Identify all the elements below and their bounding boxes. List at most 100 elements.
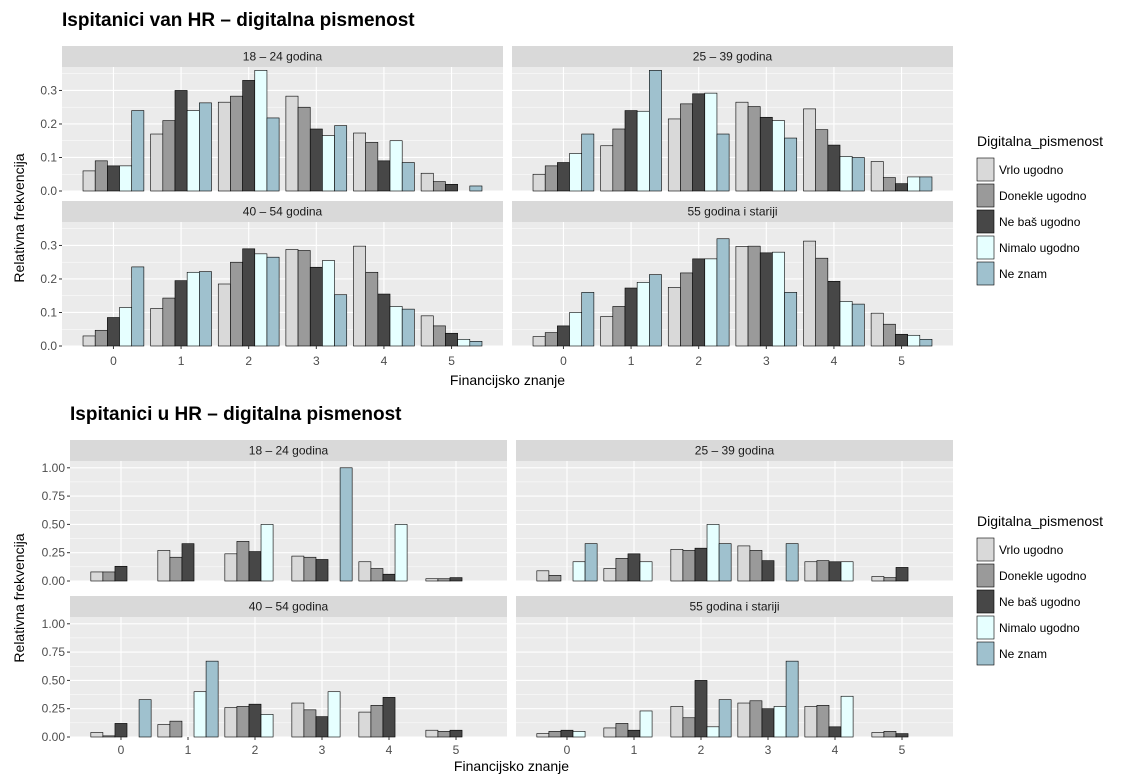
facet-label: 55 godina i stariji: [689, 600, 779, 614]
legend-swatch: [976, 261, 995, 286]
bar: [445, 332, 458, 347]
y-tick-label: 0.25: [42, 702, 66, 716]
bar: [670, 549, 684, 582]
panel-background: [516, 617, 953, 737]
bar: [224, 553, 238, 582]
bar: [169, 720, 183, 738]
bar: [242, 80, 256, 192]
bar: [761, 560, 775, 582]
bar: [224, 707, 238, 738]
panel-background: [70, 617, 507, 737]
bar: [735, 246, 749, 347]
bar: [718, 699, 732, 738]
bar: [437, 578, 451, 582]
y-tick-label: 0.2: [40, 272, 57, 286]
legend-label: Ne baš ugodno: [999, 595, 1081, 609]
bar: [157, 550, 171, 582]
x-tick-label: 4: [381, 354, 388, 368]
bar: [248, 703, 262, 738]
bar: [851, 303, 865, 347]
bar: [150, 308, 164, 347]
bar: [895, 733, 909, 738]
bar: [828, 726, 842, 738]
bar: [82, 170, 96, 192]
bar: [749, 700, 763, 738]
bar: [544, 165, 558, 192]
chart-2: Ispitanici u HR – digitalna pismenost 18 …: [11, 404, 1103, 774]
bar: [532, 173, 546, 192]
x-tick-label: 4: [386, 743, 393, 757]
bar: [871, 732, 885, 738]
bar: [94, 160, 108, 192]
bar: [217, 283, 231, 347]
facet-strip: [512, 201, 953, 222]
y-tick-label: 0.00: [42, 730, 66, 744]
bar: [749, 550, 763, 582]
legend-label: Vrlo ugodno: [999, 163, 1064, 177]
bar: [615, 558, 629, 582]
bar: [469, 341, 483, 347]
facet-label: 55 godina i stariji: [687, 205, 777, 219]
bar: [230, 261, 243, 347]
bar: [254, 70, 268, 192]
x-tick-label: 4: [832, 743, 839, 757]
bar: [131, 266, 145, 347]
chart-1: Ispitanici van HR – digitalna pismenost 1…: [11, 10, 1103, 388]
bar: [704, 258, 718, 347]
legend-swatch: [976, 157, 995, 182]
bar: [624, 110, 638, 192]
legend-label: Donekle ugodno: [999, 569, 1087, 583]
bar: [449, 729, 463, 738]
y-tick-label: 0.3: [40, 83, 57, 97]
x-tick-label: 0: [110, 354, 117, 368]
bar: [883, 577, 897, 582]
bar: [692, 93, 706, 192]
bar: [94, 329, 108, 347]
x-tick-label: 3: [319, 743, 326, 757]
legend-swatch: [976, 235, 995, 260]
x-tick-label: 3: [313, 354, 320, 368]
bar: [303, 709, 317, 738]
facet-panel: 55 godina i stariji 0 1 2 3 4 5: [516, 596, 953, 757]
bar: [199, 102, 212, 192]
bar: [840, 695, 854, 738]
bar: [871, 576, 885, 582]
bar: [803, 240, 816, 347]
bar: [365, 142, 379, 192]
bar: [358, 711, 372, 738]
legend-label: Ne znam: [999, 267, 1047, 281]
legend-swatch: [976, 563, 995, 588]
bar: [694, 680, 708, 738]
bar: [548, 575, 562, 582]
bar: [315, 716, 329, 738]
bar: [90, 571, 104, 582]
bar: [785, 543, 799, 582]
bar: [199, 271, 212, 347]
y-tick-label: 0.1: [40, 305, 57, 319]
chart-title: Ispitanici van HR – digitalna pismenost: [62, 10, 415, 31]
facet-panel: 25 – 39 godina: [516, 440, 953, 582]
x-tick-label: 5: [898, 354, 905, 368]
bar: [432, 325, 446, 347]
bar: [815, 257, 829, 347]
facet-label: 25 – 39 godina: [695, 444, 775, 458]
bar: [804, 706, 818, 738]
bar: [445, 183, 458, 192]
x-axis-title: Financijsko znanje: [450, 372, 565, 388]
bar: [382, 573, 396, 582]
x-axis-title: Financijsko znanje: [454, 758, 569, 774]
bar: [624, 287, 638, 347]
bar: [639, 561, 653, 582]
facet-panel: 40 – 54 godina 0 1 2 3 4 5 0.00 0.25 0.50 0.75 1.00: [42, 596, 507, 757]
legend-swatch: [976, 183, 995, 208]
bar: [90, 732, 104, 738]
bar: [157, 724, 171, 738]
bar: [560, 729, 574, 738]
bar: [895, 333, 908, 347]
bar: [603, 568, 617, 582]
x-tick-label: 3: [765, 743, 772, 757]
bar: [138, 699, 152, 738]
bar: [612, 128, 626, 192]
bar: [870, 161, 884, 192]
